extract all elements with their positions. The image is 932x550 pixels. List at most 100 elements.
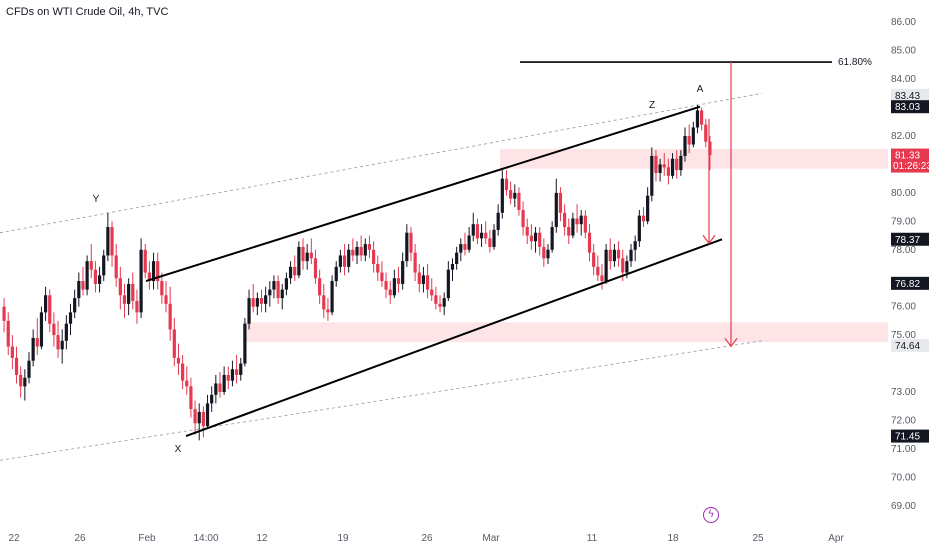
candle-body[interactable]	[264, 295, 268, 304]
candle-body[interactable]	[247, 298, 251, 324]
candle-body[interactable]	[39, 312, 44, 347]
candle-body[interactable]	[23, 377, 27, 387]
candle-body[interactable]	[313, 258, 318, 279]
candle-body[interactable]	[172, 329, 176, 358]
candle-body[interactable]	[687, 136, 691, 145]
candle-body[interactable]	[650, 155, 654, 196]
candle-body[interactable]	[563, 212, 567, 228]
candle-body[interactable]	[48, 295, 52, 324]
candle-body[interactable]	[513, 192, 517, 199]
candle-body[interactable]	[637, 215, 641, 242]
candle-body[interactable]	[700, 110, 704, 125]
candle-body[interactable]	[695, 110, 700, 128]
candle-body[interactable]	[388, 289, 392, 296]
candle-body[interactable]	[347, 249, 351, 267]
candle-body[interactable]	[666, 167, 671, 176]
candle-body[interactable]	[600, 275, 604, 282]
candle-body[interactable]	[488, 238, 492, 247]
candle-body[interactable]	[97, 275, 102, 284]
candle-body[interactable]	[459, 244, 463, 253]
candle-body[interactable]	[301, 246, 305, 262]
candle-body[interactable]	[567, 227, 571, 236]
candle-body[interactable]	[102, 255, 106, 276]
candle-body[interactable]	[185, 380, 189, 387]
candle-body[interactable]	[571, 218, 575, 236]
candle-body[interactable]	[504, 178, 509, 191]
candle-body[interactable]	[52, 323, 56, 336]
candle-body[interactable]	[621, 258, 625, 273]
candle-body[interactable]	[417, 272, 421, 284]
candle-body[interactable]	[151, 261, 156, 282]
candle-body[interactable]	[10, 346, 14, 358]
candle-body[interactable]	[430, 289, 434, 296]
candle-body[interactable]	[450, 264, 455, 270]
upper-channel-line[interactable]	[145, 105, 701, 283]
candle-body[interactable]	[189, 386, 193, 410]
candle-body[interactable]	[509, 190, 513, 199]
candle-body[interactable]	[492, 229, 496, 247]
candle-body[interactable]	[517, 192, 521, 210]
candle-body[interactable]	[413, 252, 417, 273]
candle-body[interactable]	[612, 249, 617, 262]
candle-body[interactable]	[297, 246, 301, 276]
candle-body[interactable]	[164, 295, 168, 304]
candle-body[interactable]	[338, 255, 342, 267]
candle-body[interactable]	[122, 295, 127, 304]
candle-body[interactable]	[218, 383, 222, 392]
candle-body[interactable]	[359, 246, 363, 256]
candle-body[interactable]	[181, 363, 185, 381]
candle-body[interactable]	[330, 281, 334, 313]
price-tag[interactable]	[891, 148, 929, 173]
candle-body[interactable]	[442, 298, 446, 307]
candle-body[interactable]	[93, 269, 98, 284]
candle-body[interactable]	[575, 218, 579, 225]
candle-body[interactable]	[35, 337, 39, 347]
candle-body[interactable]	[679, 155, 683, 171]
candle-body[interactable]	[546, 249, 550, 259]
candle-body[interactable]	[550, 227, 554, 250]
candle-body[interactable]	[641, 215, 646, 222]
candle-body[interactable]	[127, 283, 131, 304]
candle-body[interactable]	[326, 309, 330, 313]
candle-body[interactable]	[604, 249, 608, 282]
candle-body[interactable]	[147, 272, 151, 282]
candle-body[interactable]	[255, 298, 259, 307]
candle-body[interactable]	[156, 261, 160, 282]
candle-body[interactable]	[31, 337, 35, 361]
candle-body[interactable]	[68, 312, 73, 324]
candle-body[interactable]	[521, 209, 525, 228]
candle-body[interactable]	[592, 252, 596, 267]
candle-body[interactable]	[525, 227, 529, 236]
candle-body[interactable]	[704, 124, 708, 142]
candle-body[interactable]	[334, 266, 338, 282]
candle-body[interactable]	[135, 300, 139, 313]
candle-body[interactable]	[64, 323, 68, 341]
candle-body[interactable]	[110, 227, 114, 256]
candle-body[interactable]	[77, 281, 81, 299]
candle-body[interactable]	[226, 374, 230, 381]
candle-body[interactable]	[392, 278, 396, 296]
candle-body[interactable]	[579, 215, 583, 225]
price-tag[interactable]	[891, 276, 929, 290]
candle-body[interactable]	[446, 269, 450, 299]
candle-body[interactable]	[85, 261, 89, 290]
candle-body[interactable]	[496, 212, 500, 230]
candle-body[interactable]	[380, 272, 384, 282]
candle-body[interactable]	[234, 369, 239, 375]
candle-body[interactable]	[19, 374, 23, 387]
candle-body[interactable]	[293, 266, 297, 276]
candle-body[interactable]	[60, 340, 64, 350]
candle-body[interactable]	[272, 281, 276, 290]
candle-body[interactable]	[554, 192, 558, 228]
candle-body[interactable]	[205, 403, 210, 427]
candle-body[interactable]	[654, 155, 658, 173]
candle-body[interactable]	[73, 298, 77, 313]
candle-body[interactable]	[683, 136, 687, 156]
candle-body[interactable]	[396, 278, 401, 284]
price-tag[interactable]	[891, 429, 929, 443]
candle-body[interactable]	[538, 232, 542, 247]
candle-body[interactable]	[276, 281, 280, 299]
candle-body[interactable]	[106, 227, 110, 256]
candle-body[interactable]	[691, 127, 695, 145]
